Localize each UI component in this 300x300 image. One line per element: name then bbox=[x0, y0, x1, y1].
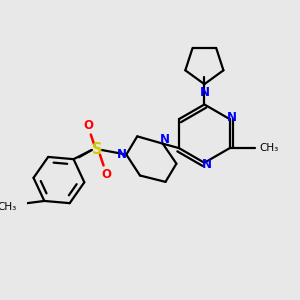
Text: N: N bbox=[117, 148, 127, 161]
Text: N: N bbox=[202, 158, 212, 171]
Text: O: O bbox=[83, 119, 93, 132]
Text: N: N bbox=[200, 86, 209, 99]
Text: N: N bbox=[160, 133, 170, 146]
Text: CH₃: CH₃ bbox=[260, 143, 279, 153]
Text: S: S bbox=[92, 142, 102, 158]
Text: CH₃: CH₃ bbox=[0, 202, 17, 212]
Text: O: O bbox=[101, 168, 111, 181]
Text: N: N bbox=[227, 111, 237, 124]
